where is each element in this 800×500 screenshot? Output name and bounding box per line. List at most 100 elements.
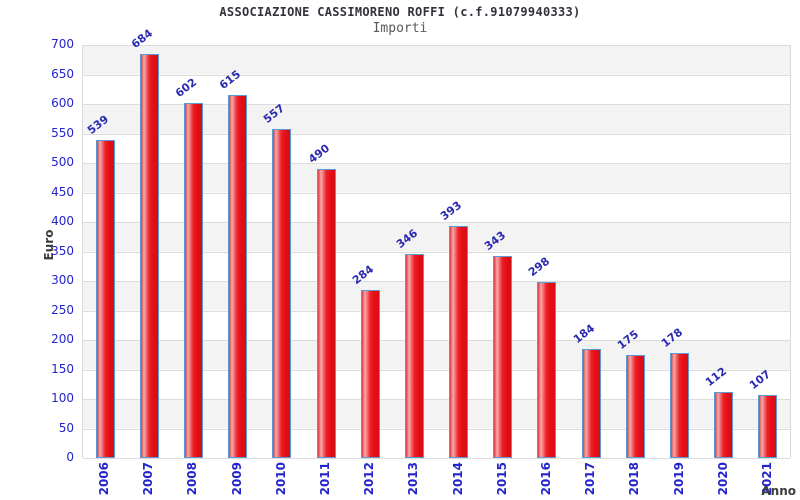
x-tick-cell: 2009 [215,462,259,495]
bar-slot: 284 [348,263,392,458]
x-axis-title: Anno [761,484,796,498]
chart-subtitle: Importi [372,21,428,36]
x-tick-cell: 2019 [656,462,700,495]
y-tick-label: 300 [51,273,74,287]
bar-slot: 343 [481,228,525,458]
gridline [83,163,790,164]
y-tick-label: 650 [51,66,74,81]
y-tick-label: 700 [51,37,74,51]
bar-slot: 539 [83,113,127,458]
x-tick-cell: 2008 [170,462,214,495]
bar-2006: 539 [85,113,115,458]
bar-slot: 615 [216,68,260,458]
bar-value-label: 346 [393,226,421,251]
bar-slot: 175 [613,327,657,458]
x-tick-label: 2007 [141,462,156,496]
x-tick-cell: 2016 [524,462,568,495]
x-tick-cell: 2007 [126,462,170,495]
x-tick-label: 2016 [538,462,553,496]
bar-2012: 284 [350,263,380,458]
bar-value-label: 557 [261,101,288,127]
bar-value-label: 298 [526,254,553,280]
plot-area: 539 684 602 615 557 490 284 346 393 343 298 184 175 1… [82,27,791,459]
bar-2011: 490 [306,142,336,458]
bar-value-label: 175 [614,327,641,352]
x-tick-label: 2009 [229,462,244,496]
bar-value-label: 178 [659,325,686,350]
bar-slot: 107 [746,367,790,458]
gridline [83,340,790,341]
gridline [83,458,790,459]
bar-2017: 184 [571,322,601,458]
bar-slot: 393 [437,199,481,458]
y-tick-label: 50 [58,420,74,435]
x-tick-cell: 2012 [347,462,391,495]
bar-2021: 107 [747,367,778,458]
bar-value-label: 602 [172,75,200,100]
x-tick-label: 2012 [362,462,377,496]
bar-2020: 112 [703,365,734,458]
bar-2007: 684 [129,27,159,458]
x-tick-label: 2014 [450,462,465,496]
bar-value-label: 184 [570,322,597,347]
x-tick-label: 2010 [273,462,288,496]
bar-2018: 175 [615,327,645,458]
y-tick-label: 250 [51,302,74,317]
bar-slot: 490 [304,142,348,458]
gridline [83,281,790,282]
chart-title: ASSOCIAZIONE CASSIMORENO ROFFI (c.f.9107… [219,5,581,19]
y-tick-label: 550 [51,125,74,140]
gridline [83,192,790,194]
y-tick-label: 150 [51,361,74,376]
bar-slot: 557 [260,102,304,458]
x-tick-cell: 2018 [612,462,656,495]
y-tick-label: 600 [51,96,74,110]
x-tick-label: 2019 [671,462,686,496]
gridline [83,74,790,76]
gridline [83,222,790,223]
bar-value-label: 107 [747,367,774,392]
bar-2019: 178 [659,326,690,458]
y-tick-label: 200 [51,332,74,346]
bar-value-label: 490 [305,141,332,166]
x-tick-label: 2008 [185,462,200,496]
bar-value-label: 284 [349,263,376,288]
y-tick-label: 450 [51,184,74,199]
x-tick-label: 2015 [494,462,509,496]
gridline [83,428,790,430]
gridline [83,369,790,371]
bar-value-label: 615 [217,67,244,93]
x-tick-cell: 2014 [436,462,480,495]
gridline [83,133,790,135]
x-tick-cell: 2010 [259,462,303,495]
y-tick-label: 0 [66,450,74,464]
gridline [83,45,790,46]
x-tick-cell: 2011 [303,462,347,495]
x-tick-label: 2011 [318,462,333,496]
bar-2010: 557 [261,102,292,458]
bar-2014: 393 [438,199,469,458]
bar-slot: 346 [392,226,436,458]
x-tick-cell: 2020 [701,462,745,495]
x-tick-label: 2018 [627,462,642,496]
y-tick-label: 400 [51,214,74,228]
bar-2009: 615 [217,68,248,458]
bar-value-label: 393 [438,198,465,224]
bar-2008: 602 [173,75,203,458]
y-tick-label: 100 [51,391,74,405]
bar-slot: 184 [569,322,613,458]
bar-slot: 178 [657,326,701,458]
bar-value-label: 539 [84,112,111,137]
x-tick-label: 2020 [715,462,730,496]
y-tick-label: 350 [51,243,74,258]
bar-2013: 346 [394,226,424,458]
gridline [83,104,790,105]
bar-value-label: 343 [482,228,509,253]
x-tick-label: 2006 [97,462,112,496]
y-tick-label: 500 [51,155,74,169]
bar-slot: 298 [525,255,569,458]
gridline [83,399,790,400]
bar-2015: 343 [482,228,513,458]
bars-container: 539 684 602 615 557 490 284 346 393 343 298 184 175 1… [83,27,790,458]
